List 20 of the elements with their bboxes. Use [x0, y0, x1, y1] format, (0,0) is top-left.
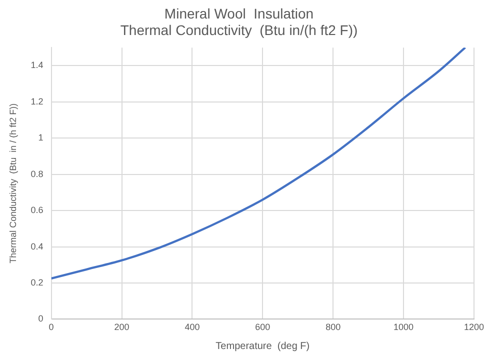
y-tick-label: 0: [38, 314, 44, 324]
line-series: [51, 48, 466, 280]
y-tick-label: 0.4: [30, 241, 44, 252]
y-axis-title: Thermal Conductivity (Btu in / (h ft2 F)): [8, 103, 18, 264]
y-tick-label: 1.4: [30, 60, 44, 70]
x-tick-label: 1000: [394, 322, 414, 332]
text: Thermal Conductivity (Btu in/(h ft2 F)): [120, 22, 358, 38]
x-tick-label: 600: [255, 322, 270, 332]
text: Mineral Wool Insulation: [164, 5, 314, 22]
x-tick-label: 1200: [464, 322, 484, 332]
x-tick-label: 400: [184, 322, 200, 332]
y-tick-label: 1: [38, 132, 44, 143]
y-tick-label: 0.8: [30, 168, 44, 179]
y-tick-label: 0.6: [30, 205, 44, 216]
x-tick-label: 800: [326, 322, 341, 332]
y-tick-label: 0.2: [30, 277, 44, 288]
y-tick-label: 1.2: [30, 96, 44, 106]
x-tick-label: 200: [114, 322, 130, 332]
x-tick-label: 0: [48, 322, 54, 332]
x-axis-title: Temperature (deg F): [216, 340, 310, 352]
